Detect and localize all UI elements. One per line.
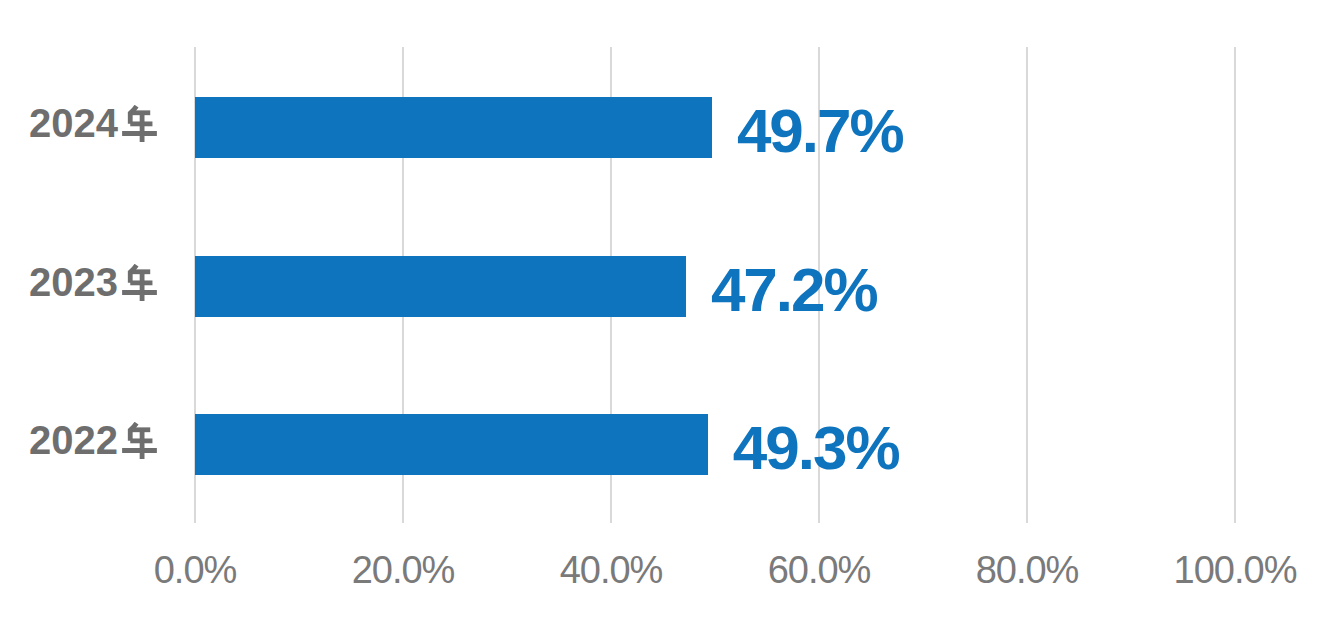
gridline: [1234, 47, 1236, 523]
nen-kanji-year-icon: [121, 105, 158, 142]
nen-kanji-year-icon: [121, 422, 158, 459]
category-label: 2023: [0, 252, 158, 313]
category-label: 2024: [0, 93, 158, 154]
x-axis-tick-label: 20.0%: [299, 549, 507, 592]
x-axis-tick-label: 0.0%: [91, 549, 299, 592]
category-year-text: 2024: [29, 101, 118, 146]
category-year-text: 2022: [29, 418, 118, 463]
bar-chart: 0.0%20.0%40.0%60.0%80.0%100.0% 2024 49.7% 2…: [0, 0, 1342, 622]
x-axis-tick-label: 100.0%: [1131, 549, 1339, 592]
bar-2023: [195, 256, 686, 317]
category-year-text: 2023: [29, 260, 118, 305]
value-label: 49.7%: [737, 100, 903, 161]
gridline: [1026, 47, 1028, 523]
x-axis-tick-label: 60.0%: [715, 549, 923, 592]
value-label: 49.3%: [733, 417, 899, 478]
category-label: 2022: [0, 410, 158, 471]
bar-2024: [195, 97, 712, 158]
bar-2022: [195, 414, 708, 475]
x-axis-tick-label: 80.0%: [923, 549, 1131, 592]
x-axis-tick-label: 40.0%: [507, 549, 715, 592]
value-label: 47.2%: [711, 259, 877, 320]
nen-kanji-year-icon: [121, 264, 158, 301]
